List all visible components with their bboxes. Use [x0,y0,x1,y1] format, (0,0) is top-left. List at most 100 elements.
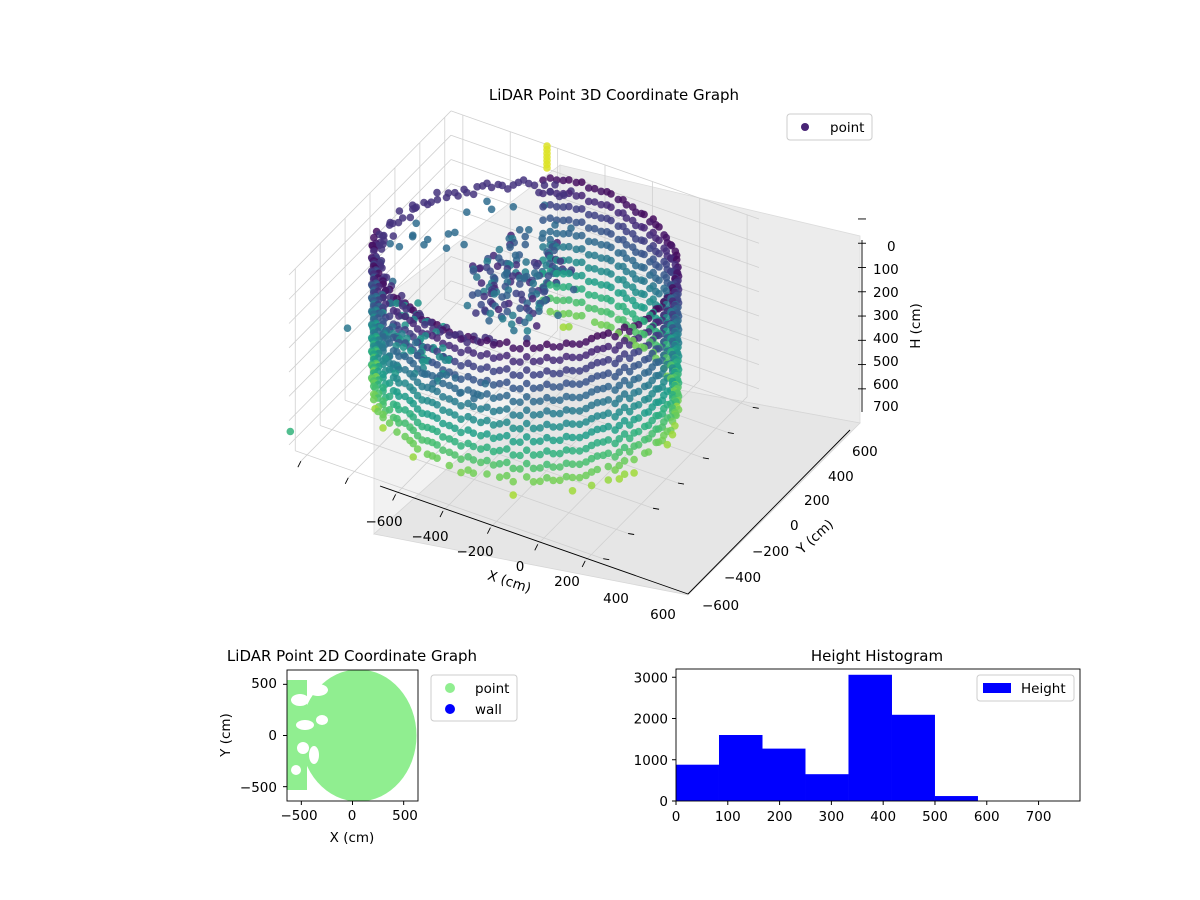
point-marker [552,269,561,278]
point-marker [457,428,465,437]
point-marker [599,451,607,460]
point-marker [620,323,629,332]
point-marker [562,406,571,414]
point-marker [509,371,517,379]
y-tick-mark [752,406,759,409]
point-marker [543,393,551,402]
point-marker [552,229,561,238]
point-marker [395,405,403,414]
x-tick-label: 500 [922,809,948,825]
point-marker [385,221,394,229]
point-marker [597,200,605,209]
point-marker [469,456,478,464]
point-marker [625,367,634,376]
point-marker [575,473,584,482]
point-marker [475,264,484,273]
point-marker [445,435,454,443]
point-marker [599,424,607,433]
point-marker [451,357,459,366]
point-marker [655,289,663,298]
point-marker [451,397,459,406]
point-marker [568,460,577,469]
point-marker [559,323,568,332]
point-marker [445,461,454,470]
legend-label-point: point [475,681,509,697]
point-marker [457,442,465,450]
point-marker [549,423,557,431]
point-marker [578,245,586,253]
point-marker [590,318,599,327]
point-marker [522,419,531,428]
histogram-bar [718,735,763,801]
point-marker [477,351,485,360]
grid-line [450,183,760,293]
point-marker [640,304,648,312]
point-marker [495,393,504,401]
point-marker [587,454,596,463]
point-marker [516,304,524,313]
point-marker [495,406,504,415]
point-marker [457,455,465,464]
point-marker [536,464,544,472]
point-marker [640,250,648,259]
point-marker [630,469,638,477]
grid-line [288,207,452,373]
point-marker [439,433,447,441]
point-marker [607,243,615,252]
point-marker [463,208,471,216]
point-marker [509,397,517,406]
point-marker [386,239,395,248]
point-marker [622,267,631,276]
point-marker [655,263,663,271]
point-marker [655,276,663,285]
plot-area-histogram [675,668,1081,802]
point-marker [489,394,498,403]
point-marker [552,296,561,305]
point-marker [543,340,551,349]
point-marker [593,372,602,380]
legend-marker-wall [445,704,455,714]
point-marker [495,366,504,375]
point-marker [536,477,544,486]
point-marker [565,296,573,304]
point-marker [516,411,524,420]
grid-line [450,207,760,317]
point-marker [611,359,619,368]
point-marker [515,226,524,234]
point-marker [646,218,654,226]
point-marker [597,321,605,329]
grid-line [288,159,452,324]
point-marker [584,184,593,192]
x-tick-label: −600 [365,514,402,530]
point-marker [509,344,517,353]
point-marker [568,407,577,415]
histogram-bar [676,764,719,801]
point-marker [487,205,496,214]
point-marker [625,407,634,416]
point-marker [587,334,596,343]
point-marker [625,327,634,336]
point-marker [549,356,557,365]
point-marker [463,338,471,347]
point-marker [593,412,602,420]
point-marker [543,367,551,375]
point-marker [607,230,615,238]
y-axis-ticks: −600 −400 −200 0 200 400 600 [702,444,878,614]
point-marker [646,284,654,293]
point-marker [503,307,512,316]
point-marker [457,402,465,410]
point-marker [620,403,629,412]
point-marker [611,332,619,341]
point-marker [611,426,619,434]
point-marker [485,317,493,325]
point-marker [439,446,447,455]
point-marker [582,338,590,346]
point-marker [584,277,593,286]
point-marker [503,378,511,387]
point-marker [503,405,511,413]
point-area [287,680,307,790]
point-marker [529,344,538,353]
point-marker [451,344,459,353]
point-marker [640,330,648,339]
x-tick-mark [297,460,302,468]
